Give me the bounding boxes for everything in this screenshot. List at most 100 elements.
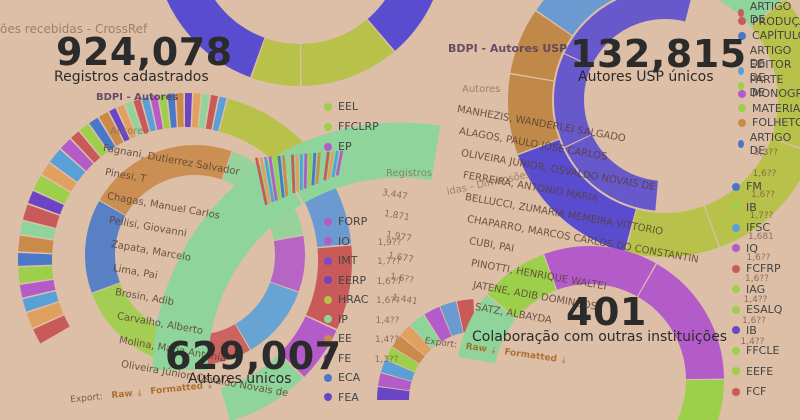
fan-slice (335, 150, 344, 176)
legend-dot (324, 217, 332, 226)
mid-sweep-segment (152, 156, 303, 371)
left-donut-segment (71, 131, 101, 163)
fan-slice (331, 150, 339, 178)
left-legend-item[interactable]: FFCLRP (324, 120, 379, 133)
right-legend-bottom-item[interactable]: FCFRP (732, 262, 781, 275)
right-legend-bottom-item[interactable]: FFCLE (732, 344, 779, 357)
right-legend-top-item[interactable]: EDITOR DE (738, 58, 794, 84)
legend-label: PRODUÇÃ (752, 14, 800, 28)
left-inner-donut-segment (235, 281, 299, 350)
right-donut-segment (518, 139, 637, 252)
right-legend-bottom-item[interactable]: IB (732, 324, 757, 337)
legend-label: EDITOR DE (749, 58, 792, 84)
right-legend-top-item[interactable]: ARTIGO DE (738, 0, 794, 26)
legend-label: FEA (338, 390, 359, 404)
right-legend-top-item[interactable]: ARTIGO DE (738, 131, 794, 157)
left-donut-segment (117, 104, 137, 139)
bottom-donut-segment (637, 263, 724, 380)
left-donut-segment (141, 97, 157, 132)
top-donut-segment (367, 0, 434, 51)
left-donut-segment (133, 99, 150, 134)
mid-legend-item[interactable]: IP (324, 313, 348, 326)
download-icon[interactable]: ⤓ (137, 387, 143, 399)
right-legend-top-item[interactable]: PARTE DE (738, 73, 786, 99)
right-legend-top-item[interactable]: PRODUÇÃ (738, 15, 800, 28)
left-donut-segment (150, 95, 163, 130)
legend-dot (324, 315, 332, 323)
right-small-num: 1,681 (748, 232, 774, 242)
stat-colaboracao-caption: Colaboração com outras instituições (472, 329, 728, 345)
left-inner-donut-segment (85, 201, 126, 293)
right-legend-bottom-item[interactable]: EEFE (732, 365, 773, 378)
legend-dot (732, 264, 740, 273)
legend-label: ARTIGO DE (749, 43, 792, 70)
legend-label: FCFRP (746, 262, 781, 275)
legend-dot (738, 31, 746, 40)
mid-legend-item[interactable]: ECA (324, 371, 360, 384)
right-donut-segment (751, 0, 800, 148)
legend-dot (324, 373, 332, 382)
legend-dot (738, 89, 746, 98)
legend-dot (732, 285, 740, 293)
mid-legend-num: 1,6?? (376, 296, 400, 306)
right-legend-top-item[interactable]: MATERIAL (738, 102, 800, 115)
mid-legend-num: 1,9?? (377, 237, 402, 248)
mid-legend-item[interactable]: FORP (324, 215, 367, 228)
right-legend-bottom-item[interactable]: FM (732, 180, 762, 193)
left-donut-segment (28, 191, 64, 215)
left-donut-segment (205, 95, 219, 130)
left-donut-segment (26, 302, 64, 328)
left-donut-segment (279, 315, 337, 377)
right-small-num: 1,7?? (749, 211, 774, 221)
right-legend-top-item[interactable]: ARTIGO DE (738, 44, 794, 70)
right-legend-bottom-item[interactable]: ESALQ (732, 303, 782, 316)
fan-slice (254, 157, 268, 205)
fan-slice (323, 151, 330, 181)
mid-legend-item[interactable]: FE (324, 352, 351, 365)
right-legend-top-item[interactable]: FOLHETO (738, 116, 800, 129)
left-donut-segment (22, 204, 60, 229)
bottom-donut-segment (487, 254, 557, 319)
mid-legend-item[interactable]: IO (324, 235, 350, 248)
right-legend-bottom-item[interactable]: IQ (732, 242, 758, 255)
mid-legend-item[interactable]: EERP (324, 274, 366, 287)
legend-dot (324, 354, 332, 362)
legend-dot (324, 142, 332, 151)
right-donut-inner-segment (564, 0, 691, 67)
download-icon[interactable]: ⤓ (490, 345, 497, 357)
registros-col-header: Registros (386, 168, 433, 179)
legend-label: IB (746, 323, 757, 337)
legend-dot (738, 67, 744, 75)
legend-dot (324, 276, 332, 284)
legend-label: FM (746, 180, 762, 193)
left-inner-donut-segment (270, 235, 305, 292)
legend-dot (324, 102, 332, 111)
autores-col-header: Autores (110, 126, 149, 137)
mid-legend-item[interactable]: HRAC (324, 293, 368, 306)
stat-autores-unicos-value: 629,007 (165, 334, 342, 378)
right-legend-bottom-item[interactable]: IAG (732, 283, 765, 296)
left-legend-item[interactable]: EP (324, 140, 352, 153)
legend-label: FFCLE (746, 344, 780, 357)
legend-label: MATERIAL (752, 101, 800, 115)
stat-autores-unicos-caption: Autores únicos (188, 371, 292, 387)
left-legend-item[interactable]: EEL (324, 100, 358, 113)
legend-label: ARTIGO DE (749, 0, 792, 26)
right-legend-top-item[interactable]: CAPÍTULO (738, 29, 800, 42)
fan-slice (282, 155, 289, 197)
right-legend-bottom-item[interactable]: IFSC (732, 221, 770, 234)
left-donut-segment (79, 124, 108, 157)
mid-legend-item[interactable]: EE (324, 332, 352, 345)
left-donut-segment (18, 235, 54, 254)
mid-small-donut-segment (400, 325, 432, 356)
fan-slice (311, 152, 317, 186)
mid-legend-item[interactable]: IMT (324, 254, 357, 267)
right-legend-bottom-item[interactable]: FCF (732, 385, 766, 398)
mid-legend-item[interactable]: FEA (324, 391, 359, 404)
right-legend-bottom-item[interactable]: IB (732, 201, 757, 214)
legend-dot (324, 334, 332, 343)
mid-small-donut-segment (377, 386, 410, 401)
right-small-num: 1,6?? (742, 316, 766, 326)
right-legend-top-item[interactable]: MONOGRA (738, 87, 800, 100)
